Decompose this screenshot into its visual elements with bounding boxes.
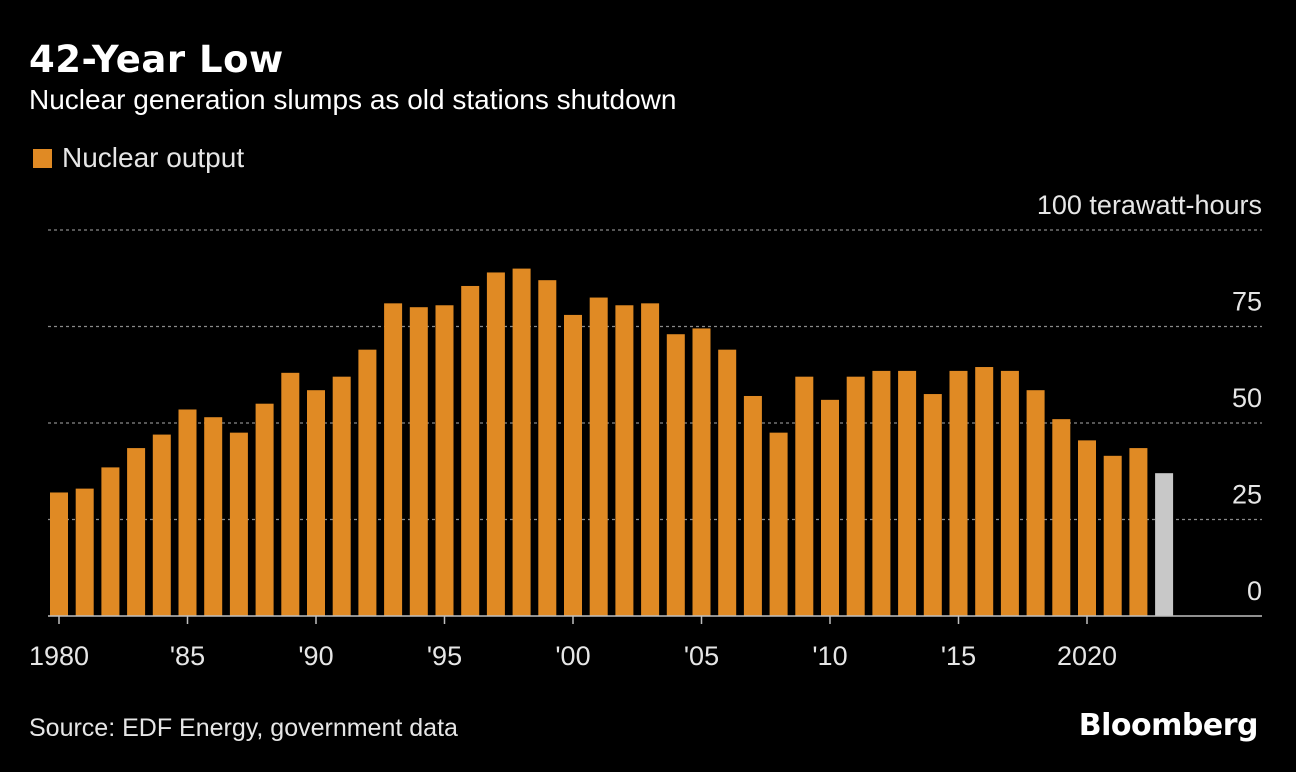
y-tick-label: 50 [1232,383,1262,413]
bar [461,285,480,616]
bar [229,432,248,616]
x-tick-label: '95 [427,641,462,671]
bar [152,434,171,616]
y-tick-label: 75 [1232,287,1262,317]
legend-swatch [33,148,52,168]
bar [743,395,762,616]
bar [358,349,377,616]
bar [435,305,454,616]
x-tick-label: '10 [812,641,847,671]
bar [718,349,737,616]
bar [769,432,788,616]
bar [1103,455,1122,616]
bar [1052,419,1071,616]
bar [255,403,274,616]
x-axis: 1980 '85 '90 '95 '00 '05 '10 '15 2020 [29,615,1262,671]
bar [50,492,68,616]
bar [178,409,197,616]
bar [564,314,582,616]
y-axis-ticks: 0 25 50 75 100 terawatt-hours [1037,190,1262,606]
bar [1000,370,1019,616]
bar [872,370,891,616]
legend-label: Nuclear output [62,142,245,173]
x-tick-label: '90 [298,641,333,671]
bar [332,376,351,616]
bar [846,376,865,616]
bar [127,448,146,616]
bar [486,272,505,616]
bar [1078,440,1096,616]
bar [101,467,120,616]
y-tick-label: 25 [1232,480,1262,510]
bar [75,488,94,616]
bar [589,297,608,616]
bar [409,307,428,616]
y-tick-label: 100 terawatt-hours [1037,190,1262,220]
bar [281,372,300,616]
bar [641,303,660,616]
bar [692,328,711,616]
bar [898,370,917,616]
bar [949,370,968,616]
bar [975,367,994,616]
y-tick-label: 0 [1247,576,1262,606]
legend: Nuclear output [33,142,244,174]
bar [512,268,531,616]
bar [795,376,814,616]
bar [1129,448,1148,616]
brand-logo: Bloomberg [1078,708,1259,743]
bar [615,305,634,616]
bar [821,399,839,616]
x-tick-label: '85 [170,641,205,671]
bar-highlight [1155,473,1174,616]
bar [666,334,685,616]
bars [50,268,1174,616]
chart-title: 42-Year Low [29,38,284,81]
x-tick-label: '00 [555,641,590,671]
bar [538,280,557,616]
bar [384,303,403,616]
x-tick-label: 1980 [29,641,89,671]
chart-subtitle: Nuclear generation slumps as old station… [29,84,677,115]
bar [923,394,942,616]
bar [204,417,223,616]
x-tick-label: '15 [941,641,976,671]
x-tick-label: '05 [684,641,719,671]
bar [1026,390,1045,616]
x-tick-label: 2020 [1057,641,1117,671]
bar [307,390,325,616]
source-note: Source: EDF Energy, government data [29,714,458,742]
